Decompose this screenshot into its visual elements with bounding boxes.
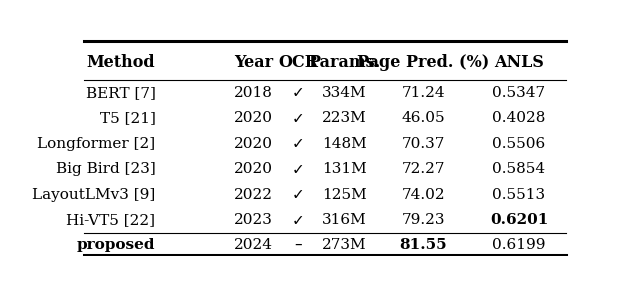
Text: 74.02: 74.02 — [401, 188, 445, 202]
Text: 2023: 2023 — [234, 213, 273, 227]
Text: 0.6201: 0.6201 — [490, 213, 548, 227]
Text: 2018: 2018 — [234, 86, 273, 100]
Text: OCR: OCR — [278, 54, 318, 71]
Text: ✓: ✓ — [292, 111, 304, 126]
Text: 81.55: 81.55 — [399, 238, 447, 252]
Text: 0.5347: 0.5347 — [493, 86, 546, 100]
Text: ANLS: ANLS — [494, 54, 544, 71]
Text: 2020: 2020 — [234, 111, 273, 125]
Text: 273M: 273M — [322, 238, 367, 252]
Text: ✓: ✓ — [292, 213, 304, 228]
Text: 131M: 131M — [322, 162, 367, 176]
Text: Longformer [2]: Longformer [2] — [37, 137, 155, 151]
Text: 316M: 316M — [322, 213, 367, 227]
Text: 2020: 2020 — [234, 137, 273, 151]
Text: 148M: 148M — [322, 137, 367, 151]
Text: 2022: 2022 — [234, 188, 273, 202]
Text: LayoutLMv3 [9]: LayoutLMv3 [9] — [32, 188, 155, 202]
Text: 334M: 334M — [322, 86, 367, 100]
Text: 0.5506: 0.5506 — [493, 137, 546, 151]
Text: ✓: ✓ — [292, 136, 304, 151]
Text: Year: Year — [234, 54, 273, 71]
Text: 70.37: 70.37 — [401, 137, 445, 151]
Text: 0.5513: 0.5513 — [493, 188, 546, 202]
Text: 72.27: 72.27 — [401, 162, 445, 176]
Text: ✓: ✓ — [292, 85, 304, 100]
Text: –: – — [294, 237, 302, 252]
Text: Big Bird [23]: Big Bird [23] — [56, 162, 155, 176]
Text: 125M: 125M — [322, 188, 367, 202]
Text: 0.4028: 0.4028 — [493, 111, 546, 125]
Text: 0.6199: 0.6199 — [492, 238, 546, 252]
Text: Method: Method — [87, 54, 155, 71]
Text: BERT [7]: BERT [7] — [86, 86, 155, 100]
Text: 46.05: 46.05 — [401, 111, 445, 125]
Text: Page Pred. (%): Page Pred. (%) — [357, 54, 489, 71]
Text: ✓: ✓ — [292, 187, 304, 202]
Text: T5 [21]: T5 [21] — [100, 111, 155, 125]
Text: 2020: 2020 — [234, 162, 273, 176]
Text: Params.: Params. — [309, 54, 380, 71]
Text: proposed: proposed — [77, 238, 155, 252]
Text: 79.23: 79.23 — [401, 213, 445, 227]
Text: 71.24: 71.24 — [401, 86, 445, 100]
Text: 223M: 223M — [322, 111, 367, 125]
Text: Hi-VT5 [22]: Hi-VT5 [22] — [67, 213, 155, 227]
Text: ✓: ✓ — [292, 162, 304, 177]
Text: 0.5854: 0.5854 — [493, 162, 546, 176]
Text: 2024: 2024 — [234, 238, 273, 252]
